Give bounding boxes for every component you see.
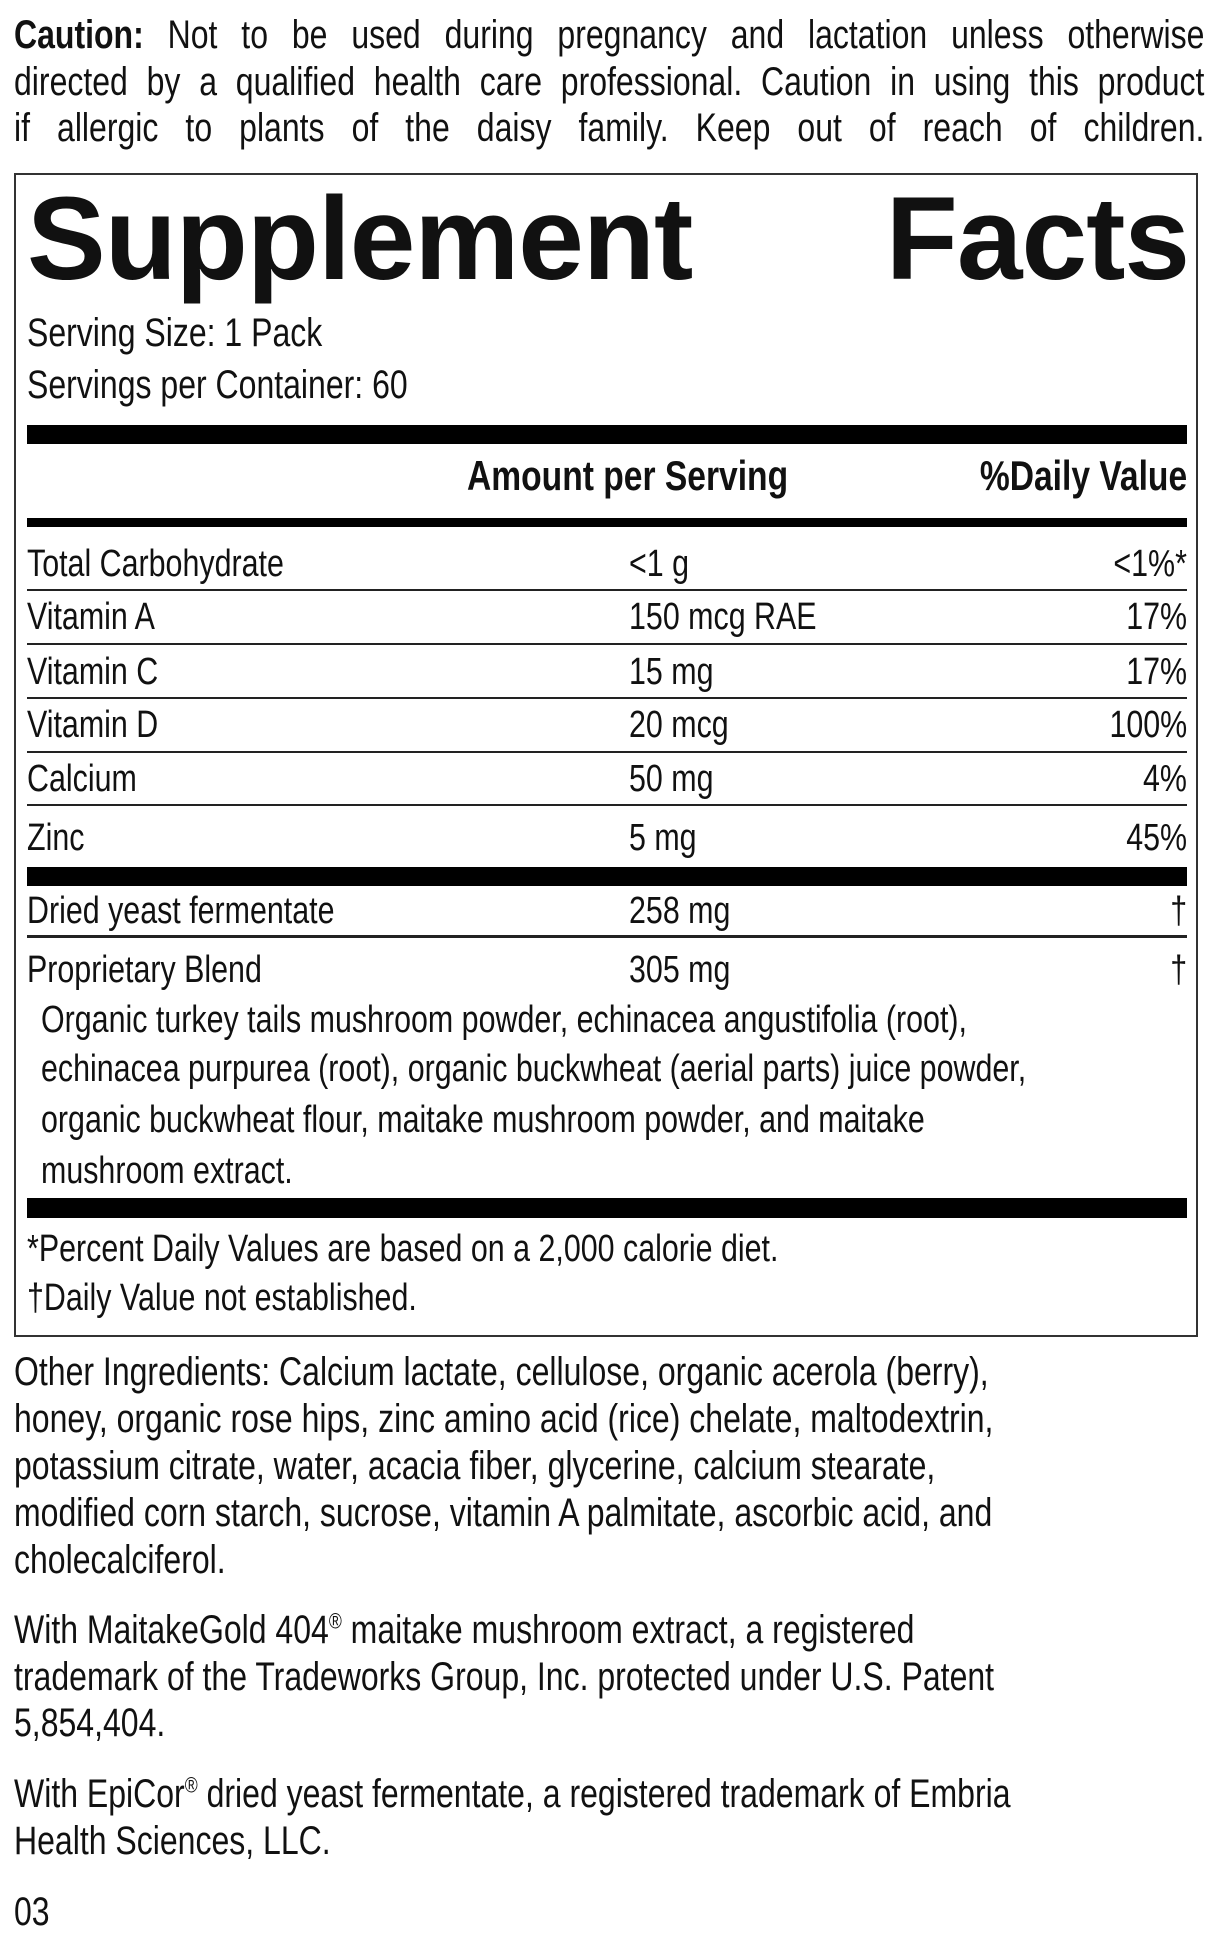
row-divider (27, 697, 1187, 699)
row-name: Vitamin C (27, 651, 159, 693)
blend-line: mushroom extract. (41, 1150, 293, 1192)
row-amount: 20 mcg (629, 704, 729, 746)
footnote-daily-values: *Percent Daily Values are based on a 2,0… (27, 1228, 779, 1270)
row-amount: 150 mcg RAE (629, 596, 817, 638)
registered-mark: ® (184, 1772, 198, 1798)
maitake-note-line-2: trademark of the Tradeworks Group, Inc. … (14, 1655, 995, 1699)
supplement-facts-panel (14, 173, 1198, 1337)
caution-line-1: Caution: Not to be used during pregnancy… (14, 15, 1214, 55)
row-name: Calcium (27, 758, 137, 800)
row-dv: 100% (1109, 704, 1187, 746)
row-dv: 4% (1143, 758, 1187, 800)
row-amount: 50 mg (629, 758, 714, 800)
caution-text: Not to be used during pregnancy and lact… (143, 13, 1205, 57)
row-dv: † (1170, 949, 1187, 991)
row-divider (27, 804, 1187, 806)
caution-label: Caution: (14, 13, 144, 57)
thick-divider (27, 425, 1187, 444)
header-daily-value: %Daily Value (979, 452, 1187, 499)
registered-mark: ® (328, 1608, 342, 1634)
medium-divider (27, 518, 1187, 527)
thick-divider (27, 867, 1187, 886)
row-divider (27, 935, 1187, 938)
label-code: 03 (14, 1890, 50, 1934)
footnote-dagger: †Daily Value not established. (27, 1277, 417, 1319)
other-ingredients-line: potassium citrate, water, acacia fiber, … (14, 1444, 936, 1488)
row-dv: 17% (1126, 651, 1187, 693)
other-ingredients-line: honey, organic rose hips, zinc amino aci… (14, 1397, 994, 1441)
caution-line-3: if allergic to plants of the daisy famil… (14, 106, 1205, 150)
row-name: Vitamin D (27, 704, 159, 746)
row-amount: <1 g (629, 543, 690, 585)
row-amount: 305 mg (629, 949, 731, 991)
row-divider (27, 643, 1187, 645)
row-amount: 15 mg (629, 651, 714, 693)
epicor-note-line-1: With EpiCor® dried yeast fermentate, a r… (14, 1772, 1011, 1816)
row-divider (27, 751, 1187, 753)
row-amount: 5 mg (629, 817, 697, 859)
caution-line-2: directed by a qualified health care prof… (14, 60, 1205, 104)
row-dv: 45% (1126, 817, 1187, 859)
row-divider (27, 589, 1187, 591)
blend-line: Organic turkey tails mushroom powder, ec… (41, 999, 967, 1041)
row-dv: † (1170, 890, 1187, 932)
row-dv: <1%* (1113, 543, 1187, 585)
facts-title-left: Supplement (27, 173, 693, 305)
row-dv: 17% (1126, 596, 1187, 638)
blend-line: organic buckwheat flour, maitake mushroo… (41, 1099, 925, 1141)
maitake-note-line-3: 5,854,404. (14, 1701, 166, 1745)
other-ingredients-line: cholecalciferol. (14, 1538, 226, 1582)
maitake-note-line-1: With MaitakeGold 404® maitake mushroom e… (14, 1608, 915, 1652)
row-name: Total Carbohydrate (27, 543, 284, 585)
epicor-note-line-2: Health Sciences, LLC. (14, 1819, 331, 1863)
serving-size: Serving Size: 1 Pack (27, 311, 323, 355)
header-amount: Amount per Serving (467, 452, 789, 499)
row-amount: 258 mg (629, 890, 731, 932)
row-name: Dried yeast fermentate (27, 890, 335, 932)
row-name: Proprietary Blend (27, 949, 262, 991)
facts-title-right: Facts (885, 173, 1190, 305)
row-name: Zinc (27, 817, 85, 859)
other-ingredients-line: Other Ingredients: Calcium lactate, cell… (14, 1350, 989, 1394)
other-ingredients-line: modified corn starch, sucrose, vitamin A… (14, 1491, 993, 1535)
thick-divider (27, 1198, 1187, 1218)
row-name: Vitamin A (27, 596, 155, 638)
blend-line: echinacea purpurea (root), organic buckw… (41, 1048, 1027, 1090)
servings-per-container: Servings per Container: 60 (27, 363, 408, 407)
